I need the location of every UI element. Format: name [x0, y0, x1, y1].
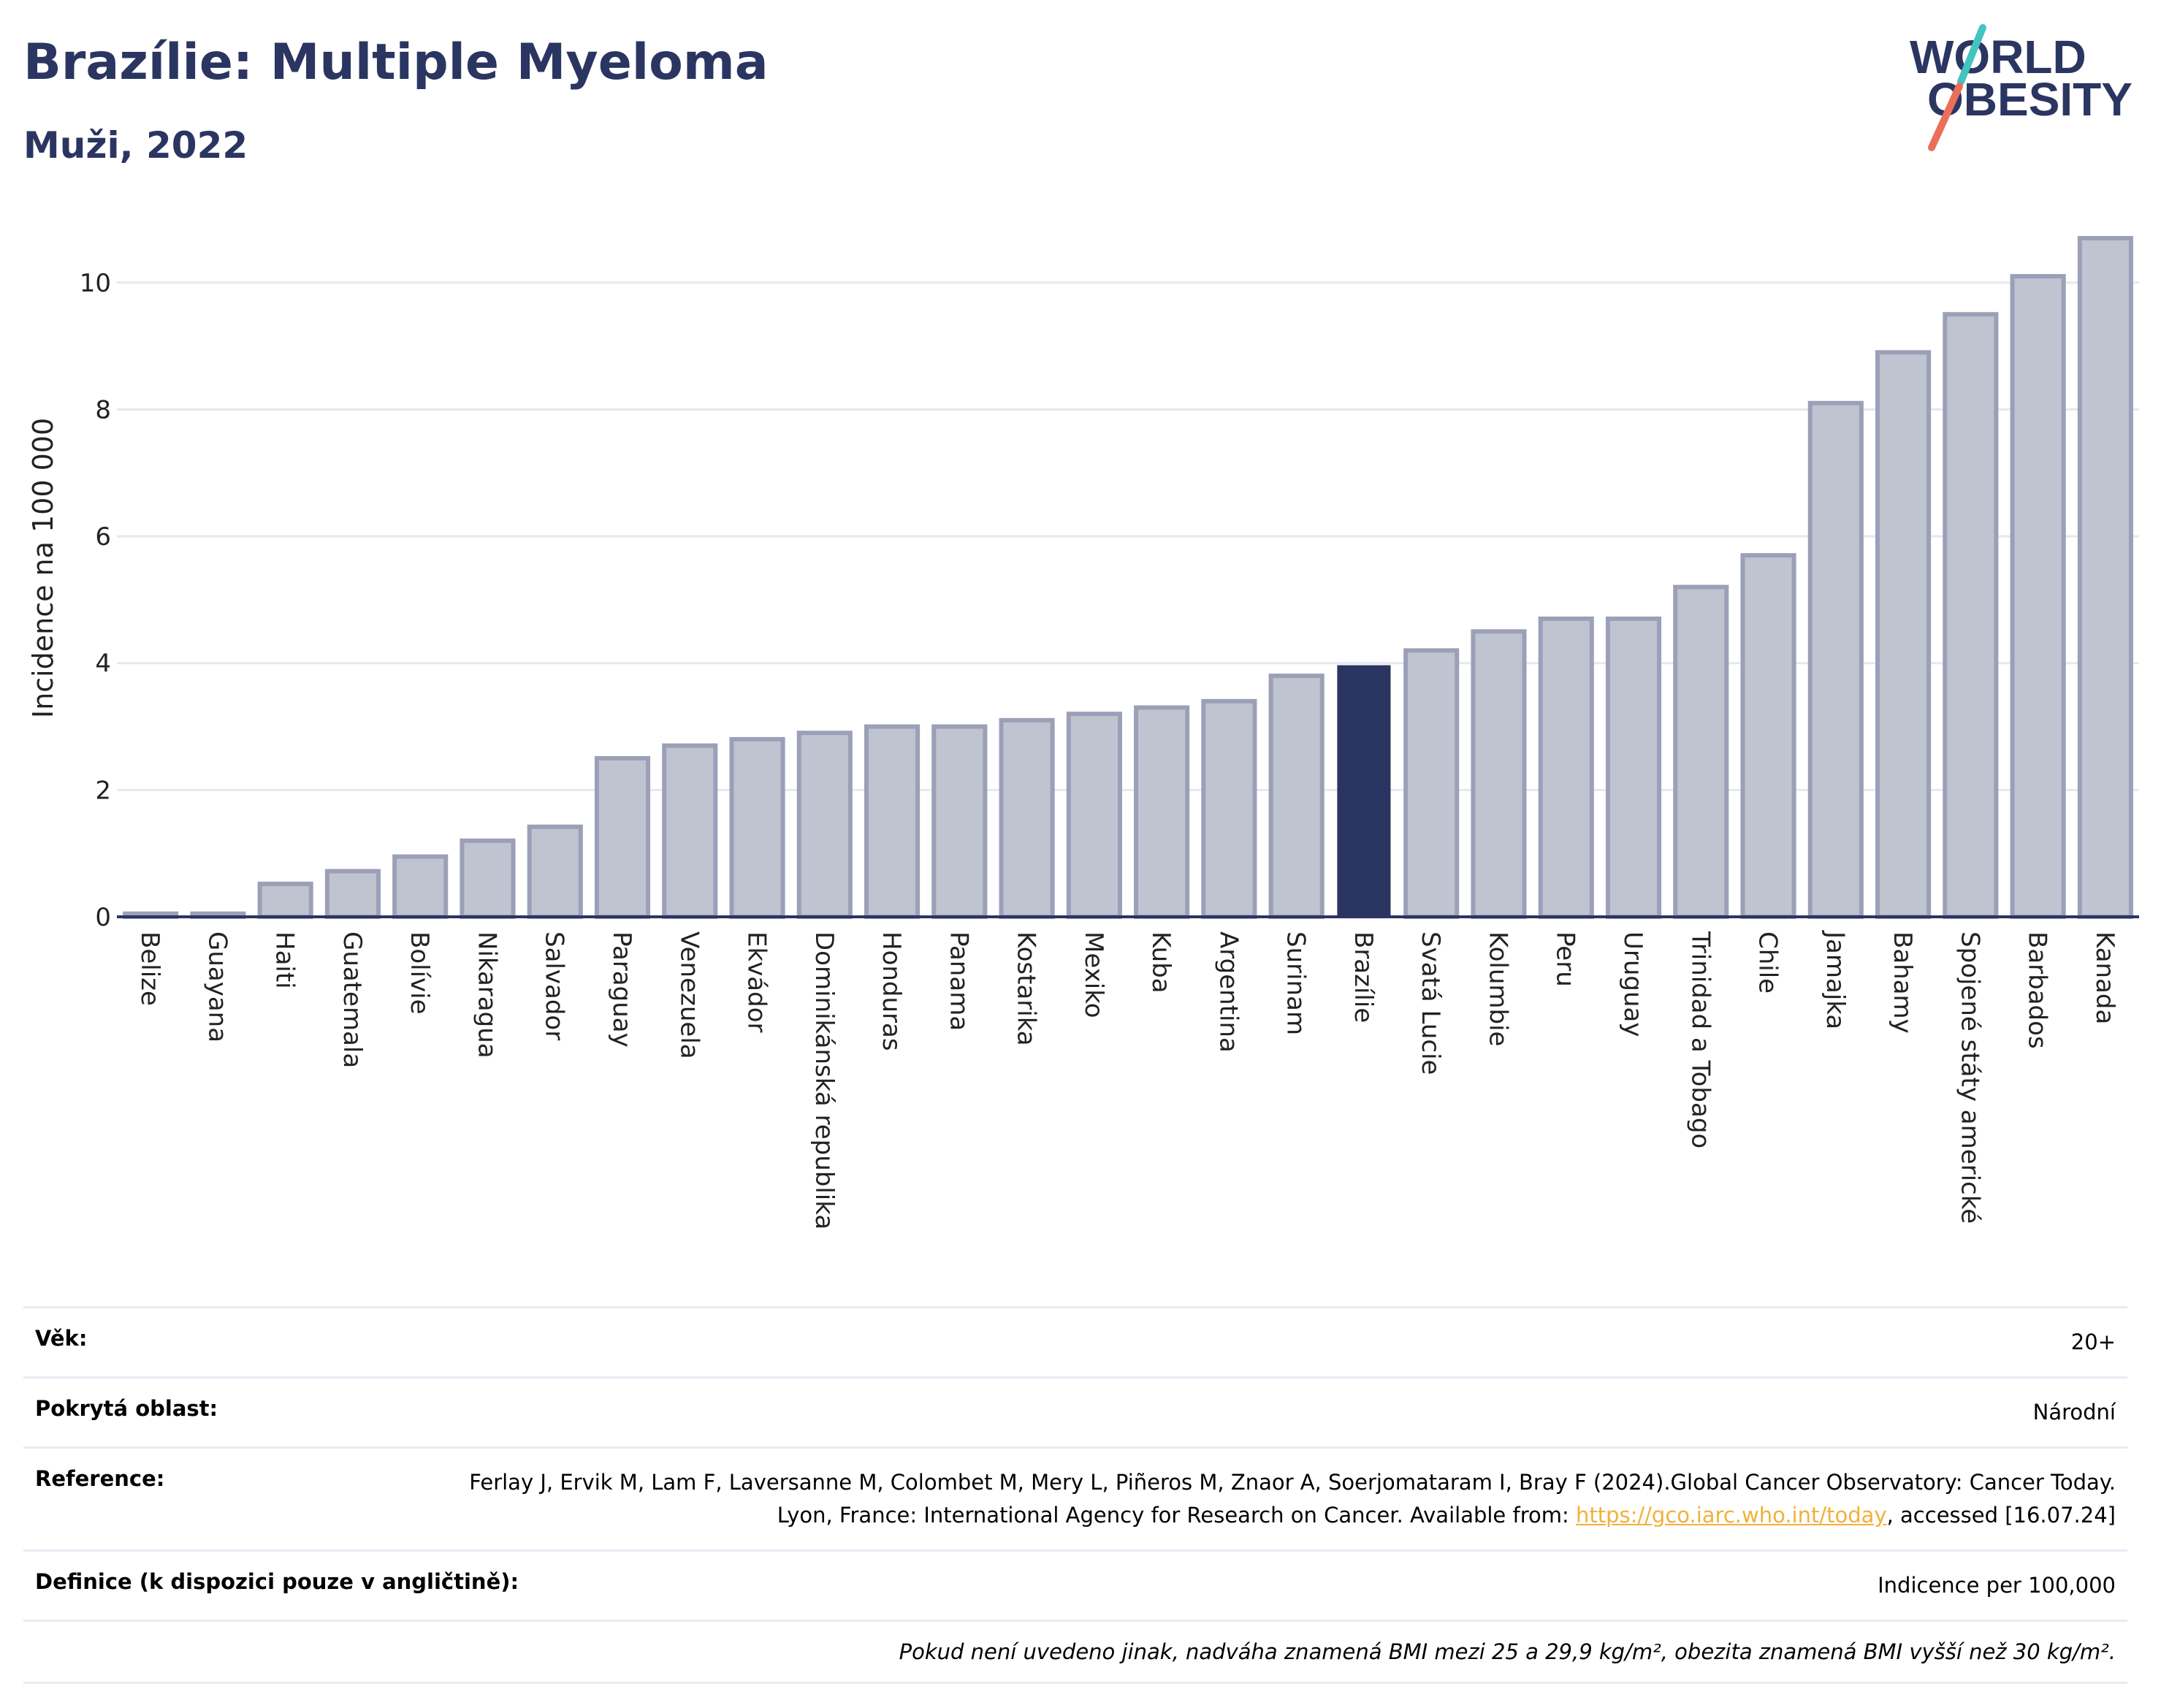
bar	[662, 743, 718, 919]
bar	[594, 755, 651, 920]
x-tick-label: Barbados	[2023, 931, 2052, 1049]
x-tick-label: Jamajka	[1821, 930, 1850, 1029]
area-value: Národní	[2032, 1399, 2116, 1425]
bar	[1807, 400, 1864, 919]
bmi-note: Pokud není uvedeno jinak, nadváha znamen…	[899, 1639, 2116, 1664]
x-tick-label: Dominikánská republika	[809, 931, 839, 1229]
x-tick-label: Kolumbie	[1483, 931, 1512, 1046]
bar	[1673, 584, 1729, 920]
bar	[729, 736, 785, 920]
y-tick-label: 6	[95, 522, 111, 552]
bar	[1337, 665, 1391, 918]
x-tick-label: Panama	[944, 931, 973, 1031]
x-tick-label: Mexiko	[1079, 931, 1108, 1018]
x-tick-label: Kuba	[1146, 931, 1175, 994]
info-row-reference: Reference: Ferlay J, Ervik M, Lam F, Lav…	[23, 1446, 2127, 1549]
bar	[2010, 274, 2066, 919]
logo-line1: WORLD	[1910, 31, 2086, 83]
x-tick-label: Chile	[1753, 931, 1783, 994]
bar-chart: 0 2 4 6 8 10 Incidence na 100 000 Belize Guayana…	[27, 236, 2139, 1229]
bar	[1740, 553, 1796, 919]
page-subtitle: Muži, 2022	[23, 124, 248, 167]
y-tick-label: 10	[80, 269, 111, 298]
reference-tail: , accessed [16.07.24]	[1886, 1502, 2116, 1528]
x-tick-label: Spojené státy americké	[1955, 931, 1984, 1224]
logo-slash-bottom	[1928, 83, 1963, 151]
bar	[796, 731, 853, 920]
x-tick-label: Haiti	[270, 931, 300, 989]
bar	[1134, 705, 1190, 919]
bar	[1403, 648, 1460, 919]
x-tick-label: Ekvádor	[742, 931, 771, 1033]
definition-label: Definice (k dispozici pouze v angličtině…	[35, 1568, 519, 1594]
reference-link[interactable]: https://gco.iarc.who.int/today	[1575, 1502, 1887, 1528]
x-tick-label: Salvador	[540, 931, 569, 1040]
x-tick-label: Surinam	[1281, 931, 1311, 1035]
bar	[931, 724, 988, 920]
info-row-definition: Definice (k dispozici pouze v angličtině…	[23, 1549, 2127, 1620]
x-tick-label: Guayana	[202, 931, 232, 1042]
bar	[257, 881, 313, 919]
bar	[2077, 236, 2133, 919]
age-value: 20+	[2070, 1330, 2116, 1354]
x-tick-label: Peru	[1551, 931, 1580, 987]
x-tick-label: Kanada	[2090, 931, 2119, 1024]
bar	[1538, 616, 1594, 919]
bar	[864, 724, 921, 920]
bar	[527, 824, 583, 919]
bar	[1066, 712, 1122, 919]
world-obesity-logo: WORLD OBESITY	[1910, 24, 2133, 151]
y-tick-label: 2	[95, 776, 111, 805]
x-tick-label: Honduras	[877, 931, 906, 1051]
bar	[1875, 350, 1932, 919]
x-tick-label: Nikaragua	[472, 931, 501, 1059]
x-tick-label: Paraguay	[607, 931, 636, 1048]
x-tick-label: Guatemala	[338, 931, 367, 1068]
x-tick-label: Bolívie	[405, 931, 434, 1015]
bar	[392, 854, 449, 919]
info-row-note: Pokud není uvedeno jinak, nadváha znamen…	[23, 1619, 2127, 1684]
reference-text: Ferlay J, Ervik M, Lam F, Laversanne M, …	[469, 1469, 2116, 1528]
area-label: Pokrytá oblast:	[35, 1395, 218, 1421]
x-tick-label: Svatá Lucie	[1416, 931, 1445, 1075]
bar	[1943, 312, 1999, 919]
age-label: Věk:	[35, 1326, 88, 1351]
x-tick-label: Bahamy	[1888, 931, 1917, 1034]
bar	[999, 717, 1055, 919]
bar	[324, 869, 381, 920]
definition-value: Indicence per 100,000	[1878, 1572, 2116, 1598]
info-row-area: Pokrytá oblast: Národní	[23, 1376, 2127, 1446]
y-axis-label: Incidence na 100 000	[27, 418, 59, 718]
info-table: Věk: 20+ Pokrytá oblast: Národní Referen…	[23, 1306, 2127, 1684]
bar	[1201, 698, 1257, 919]
x-tick-label: Kostarika	[1012, 931, 1041, 1046]
reference-value: Ferlay J, Ervik M, Lam F, Laversanne M, …	[435, 1466, 2116, 1532]
x-tick-label: Venezuela	[674, 931, 704, 1059]
y-tick-label: 0	[95, 903, 111, 932]
x-tick-label: Brazílie	[1349, 931, 1378, 1023]
bar	[460, 838, 516, 920]
reference-label: Reference:	[35, 1465, 165, 1491]
x-tick-label: Belize	[135, 931, 164, 1006]
info-row-age: Věk: 20+	[23, 1306, 2127, 1376]
bar	[1471, 629, 1527, 919]
y-tick-label: 4	[95, 649, 111, 679]
x-tick-label: Uruguay	[1618, 931, 1647, 1037]
y-tick-label: 8	[95, 395, 111, 424]
page-title: Brazílie: Multiple Myeloma	[23, 34, 769, 91]
x-tick-label: Trinidad a Tobago	[1685, 931, 1715, 1148]
logo-slash-top	[1957, 24, 1986, 85]
bar	[1268, 674, 1325, 919]
bar	[1605, 616, 1662, 919]
x-tick-label: Argentina	[1213, 931, 1243, 1053]
